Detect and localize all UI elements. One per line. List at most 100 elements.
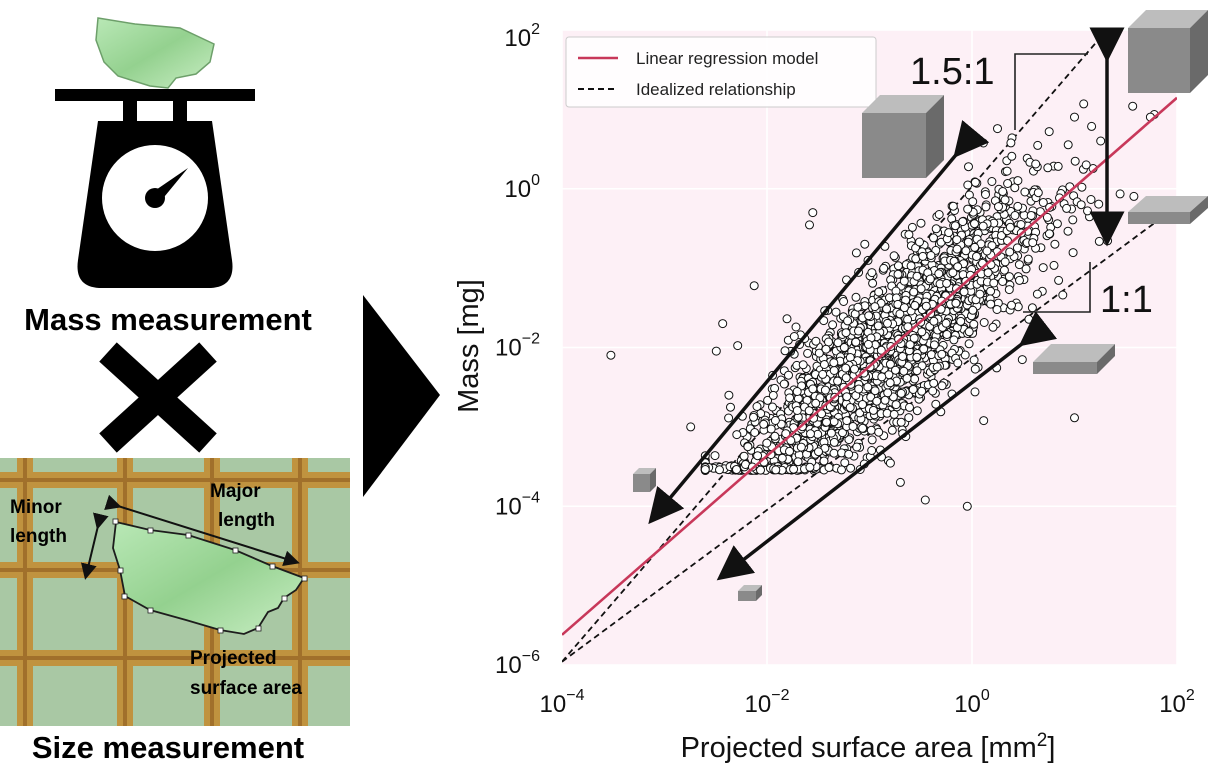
scatter-point (964, 327, 974, 337)
scatter-point (931, 224, 941, 234)
scatter-point (854, 326, 863, 336)
small-cube-icon (633, 468, 656, 492)
scatter-point (950, 221, 960, 231)
scatter-point-outlier (962, 501, 972, 511)
scatter-point (1062, 203, 1072, 213)
scatter-point (1000, 257, 1010, 267)
y-tick-label-2: 10−2 (495, 331, 540, 362)
scatter-point (829, 417, 839, 427)
scatter-point (852, 442, 862, 452)
large-cube-icon (862, 95, 944, 178)
scatter-point (710, 451, 720, 461)
legend-ideal-label: Idealized relationship (636, 80, 796, 99)
scatter-point (1103, 236, 1113, 246)
scatter-point (889, 251, 899, 261)
scatter-point (891, 400, 901, 410)
scatter-point (970, 364, 980, 374)
scatter-point (929, 233, 938, 243)
scatter-point-outlier (711, 346, 721, 356)
scatter-point (779, 379, 789, 389)
scatter-point (880, 395, 890, 405)
scatter-point (715, 465, 724, 475)
scatter-point (1128, 101, 1138, 111)
scatter-point (975, 289, 985, 299)
scatter-point (873, 321, 883, 331)
scatter-point (1002, 166, 1012, 176)
scatter-point (981, 202, 991, 212)
scatter-point (968, 197, 978, 207)
scatter-point (843, 316, 853, 326)
scatter-point (780, 346, 790, 356)
scatter-point (782, 314, 792, 324)
scatter-point (851, 248, 861, 258)
scatter-point (1094, 199, 1104, 209)
scatter-point (999, 265, 1009, 275)
scatter-point (1027, 303, 1037, 313)
scatter-point-outlier (808, 208, 818, 218)
scatter-point (917, 386, 927, 396)
scatter-point (1023, 254, 1033, 264)
scatter-point (934, 210, 944, 219)
minor-length-label-1: Minor (10, 497, 62, 518)
scatter-point (841, 373, 851, 383)
scatter-point (1020, 187, 1030, 197)
scatter-point (893, 269, 903, 279)
scatter-point (986, 286, 996, 296)
scatter-point (1038, 198, 1048, 207)
scatter-point (1004, 272, 1014, 282)
scatter-point (898, 352, 908, 361)
scatter-point (1086, 195, 1096, 204)
scatter-point (789, 464, 799, 474)
scatter-point (883, 388, 893, 398)
size-measurement-label: Size measurement (32, 730, 304, 765)
scatter-point (909, 287, 919, 297)
scatter-point (749, 412, 758, 422)
scatter-point (732, 430, 742, 440)
scatter-point (1014, 260, 1024, 270)
left-panel: Mass measurement (0, 17, 350, 765)
scatter-point-outlier (811, 336, 821, 346)
scatter-point (724, 390, 734, 400)
scatter-point (866, 425, 876, 435)
scatter-point (803, 348, 813, 358)
scatter-point (987, 177, 997, 186)
scatter-point (937, 349, 947, 359)
scatter-point-outlier (1096, 136, 1106, 146)
scatter-point (1115, 189, 1125, 199)
scatter-point-outlier (749, 281, 759, 291)
scatter-point (792, 387, 802, 396)
scatter-point (1079, 99, 1089, 109)
scatter-point (874, 287, 884, 297)
scatter-point (915, 237, 924, 247)
scatter-point-outlier (1070, 112, 1079, 122)
scatter-point (851, 292, 861, 302)
scatter-point (851, 337, 861, 347)
scatter-point (732, 465, 741, 474)
scatter-point (964, 339, 974, 349)
scatter-point (739, 451, 749, 461)
flat-slab-icon-right (1128, 196, 1208, 224)
scatter-point (700, 465, 710, 474)
scatter-point (839, 297, 849, 306)
scatter-point (1052, 219, 1062, 229)
scatter-point (929, 378, 939, 388)
scatter-point (759, 419, 769, 429)
scatter-point (858, 423, 868, 433)
legend-regression-label: Linear regression model (636, 49, 818, 68)
x-tick-label-0: 10−4 (540, 687, 585, 718)
scatter-point (968, 305, 978, 315)
scatter-point (868, 278, 878, 288)
scatter-point (858, 400, 867, 409)
scatter-point (784, 370, 793, 380)
scatter-point (829, 366, 839, 375)
scatter-point (1087, 121, 1097, 131)
scatter-point (969, 355, 979, 365)
scatter-point (926, 251, 936, 260)
scatter-point (970, 177, 980, 187)
fragment-on-scale (95, 17, 215, 89)
scatter-point (808, 384, 818, 394)
scatter-point (1007, 151, 1017, 161)
scatter-point (1013, 201, 1023, 211)
scatter-point (961, 246, 971, 256)
